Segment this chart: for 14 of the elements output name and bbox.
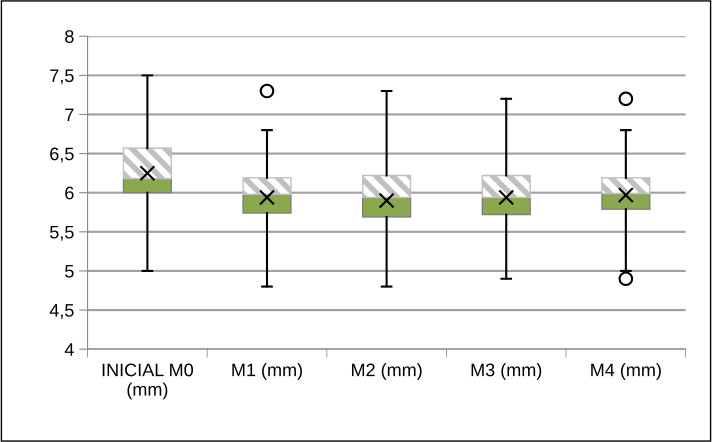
x-tick-label: M4 (mm) <box>591 363 661 380</box>
y-tick-label: 5 <box>65 265 74 278</box>
x-tick-label: M1 (mm) <box>232 363 302 380</box>
y-tick-label: 6 <box>65 186 74 200</box>
x-tick-label: M3 (mm) <box>472 363 542 380</box>
y-tick-label: 4 <box>64 343 74 356</box>
x-tick-label: INICIAL M0 (mm) <box>102 364 193 400</box>
y-tick-label: 7 <box>65 108 74 122</box>
y-tick-label: 4,5 <box>50 304 74 319</box>
y-tick-label: 5,5 <box>50 226 74 241</box>
y-tick-label: 8 <box>65 30 74 43</box>
y-tick-label: 7,5 <box>50 69 74 84</box>
x-tick-label: M2 (mm) <box>352 363 422 380</box>
y-tick-label: 6,5 <box>50 148 74 162</box>
